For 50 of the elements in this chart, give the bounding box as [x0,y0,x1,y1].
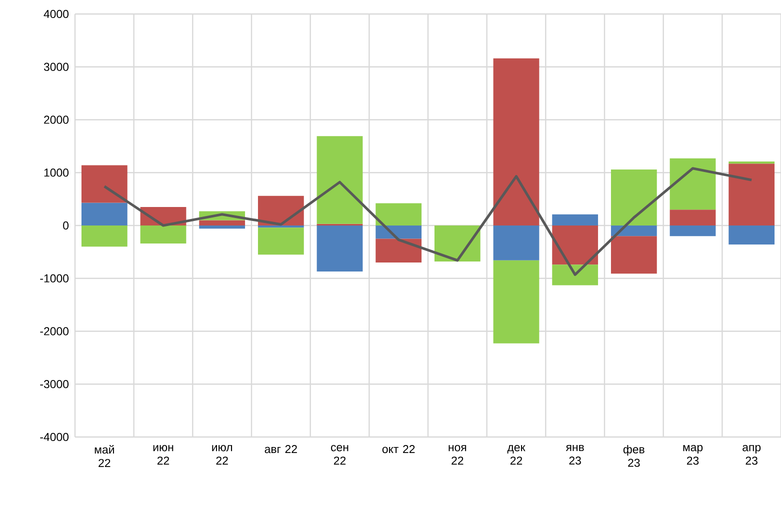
bar [258,225,304,228]
bar [552,214,598,226]
bar [316,225,363,272]
x-tick-label: июл 22 [212,445,232,465]
bar [670,225,716,236]
bar [670,158,716,210]
bar [258,196,304,226]
bar [199,225,246,229]
bar [376,225,422,239]
y-tick-label: 0 [63,221,69,230]
x-tick-label: апр 23 [742,445,761,465]
bar [493,260,540,344]
y-tick-label: 3000 [44,62,69,71]
bar [728,225,775,245]
x-tick-label: сен 22 [331,445,348,465]
y-tick-label: 2000 [44,116,69,124]
y-tick-label: -4000 [40,432,69,442]
bar [552,225,598,265]
bar [376,238,422,262]
y-tick-label: 4000 [44,10,69,18]
bar [670,210,716,226]
x-tick-label: окт 22 [382,445,415,454]
x-tick-label: ноя 22 [448,445,466,465]
y-tick-label: -2000 [40,327,69,336]
x-tick-label: фев 23 [623,445,644,467]
x-tick-label: янв 23 [566,445,584,465]
bar [493,58,540,226]
y-tick-label: 1000 [44,168,69,177]
x-tick-label: май 22 [94,445,114,467]
bar [610,225,657,236]
bar [493,225,540,260]
bar [376,203,422,226]
bar [552,264,598,286]
bar [81,202,128,226]
x-tick-label: дек 22 [507,445,526,465]
line-series [103,167,753,276]
bar [728,164,775,226]
bar [258,228,304,255]
y-tick-label: -1000 [40,274,69,282]
y-tick-label: -3000 [40,380,69,388]
bar [610,236,657,274]
bar [199,220,246,226]
bar [81,165,128,203]
x-tick-label: мар 23 [683,445,703,465]
x-tick-label: июн 22 [153,445,174,465]
bar [316,136,363,224]
bar [610,169,657,226]
x-tick-label: авг 22 [264,445,297,454]
bar [81,225,128,247]
bar [140,225,186,244]
